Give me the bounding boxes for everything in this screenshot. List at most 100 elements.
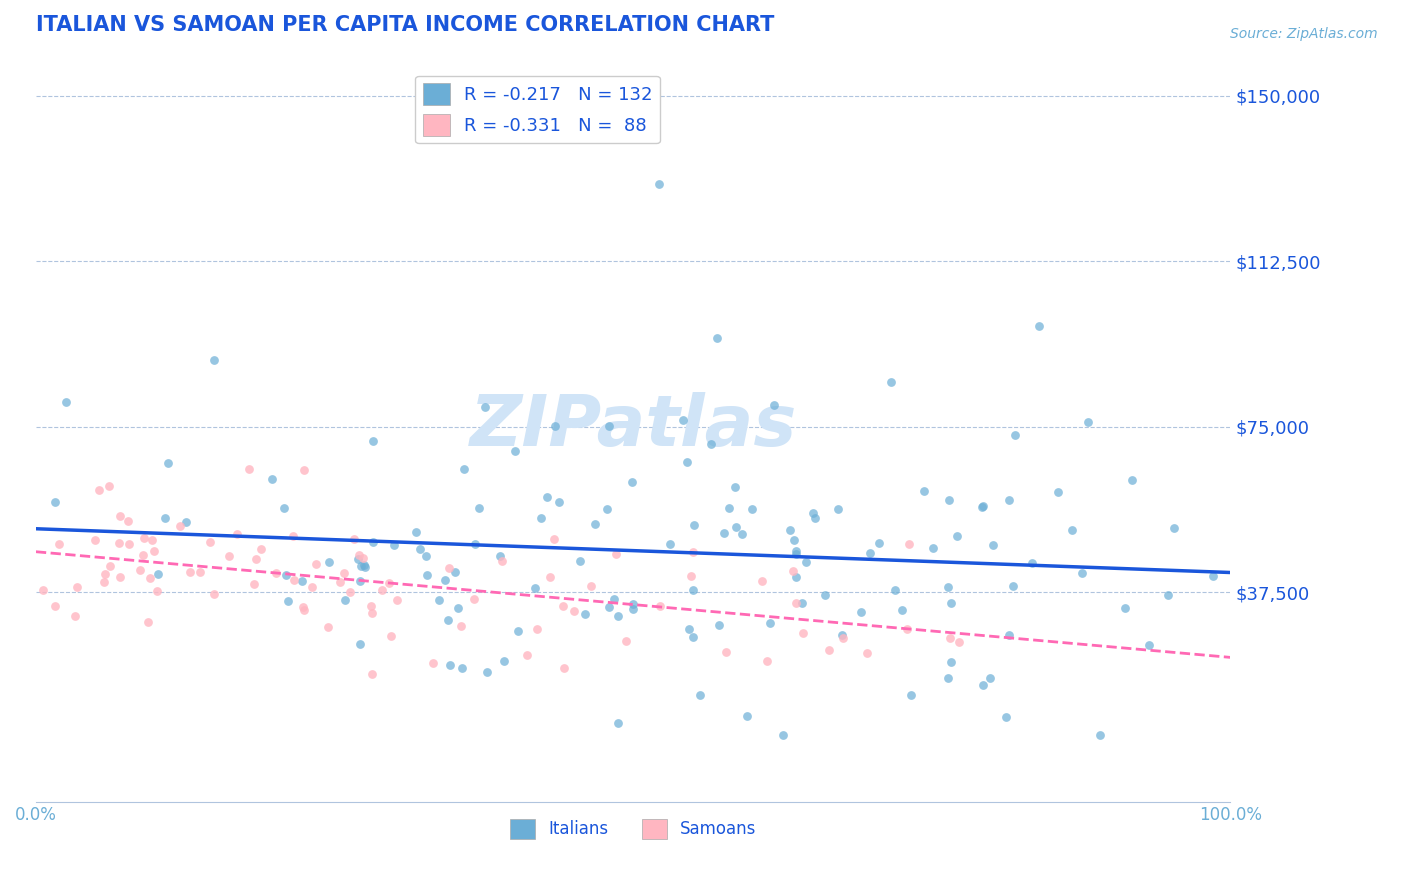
Point <box>360 666 382 681</box>
Point <box>467 501 489 516</box>
Point <box>260 472 283 486</box>
Point <box>751 574 773 589</box>
Point <box>553 661 575 675</box>
Point <box>706 331 728 345</box>
Point <box>700 437 723 451</box>
Point <box>772 728 794 742</box>
Text: ITALIAN VS SAMOAN PER CAPITA INCOME CORRELATION CHART: ITALIAN VS SAMOAN PER CAPITA INCOME CORR… <box>37 15 775 35</box>
Point <box>530 511 553 525</box>
Point <box>179 565 201 579</box>
Point <box>108 536 131 550</box>
Point <box>675 455 697 469</box>
Point <box>979 671 1001 685</box>
Point <box>801 506 824 520</box>
Point <box>405 525 427 540</box>
Point <box>785 596 807 610</box>
Point <box>880 375 903 389</box>
Point <box>55 395 77 409</box>
Point <box>939 632 962 646</box>
Point <box>605 547 627 561</box>
Point <box>132 548 155 562</box>
Point <box>427 593 450 607</box>
Point <box>475 665 498 680</box>
Point <box>349 637 371 651</box>
Point <box>678 622 700 636</box>
Point <box>569 554 592 568</box>
Point <box>301 580 323 594</box>
Point <box>523 581 546 595</box>
Point <box>318 620 340 634</box>
Point <box>98 558 121 573</box>
Point <box>148 567 170 582</box>
Point <box>329 575 352 590</box>
Point <box>226 527 249 541</box>
Point <box>936 580 959 594</box>
Point <box>762 398 785 412</box>
Point <box>707 617 730 632</box>
Point <box>912 483 935 498</box>
Point <box>606 608 628 623</box>
Point <box>981 538 1004 552</box>
Point <box>598 599 620 614</box>
Point <box>596 501 619 516</box>
Point <box>946 529 969 543</box>
Point <box>444 565 467 579</box>
Point <box>350 558 373 573</box>
Point <box>360 607 382 621</box>
Point <box>607 715 630 730</box>
Point <box>146 584 169 599</box>
Point <box>891 603 914 617</box>
Text: ZIPatlas: ZIPatlas <box>470 392 797 461</box>
Point <box>713 526 735 541</box>
Point <box>169 518 191 533</box>
Point <box>682 545 704 559</box>
Point <box>32 582 55 597</box>
Point <box>342 532 364 546</box>
Point <box>291 574 314 588</box>
Point <box>1121 473 1143 487</box>
Point <box>387 592 409 607</box>
Point <box>779 523 801 537</box>
Point <box>658 537 681 551</box>
Point <box>273 501 295 516</box>
Point <box>1137 638 1160 652</box>
Text: Source: ZipAtlas.com: Source: ZipAtlas.com <box>1230 27 1378 41</box>
Point <box>782 565 804 579</box>
Point <box>360 599 382 613</box>
Point <box>382 538 405 552</box>
Point <box>1028 319 1050 334</box>
Point <box>1201 569 1223 583</box>
Point <box>794 555 817 569</box>
Point <box>792 626 814 640</box>
Point <box>274 567 297 582</box>
Point <box>48 537 70 551</box>
Point <box>188 565 211 579</box>
Point <box>939 655 962 669</box>
Point <box>1021 556 1043 570</box>
Point <box>717 500 740 515</box>
Point <box>138 570 160 584</box>
Point <box>785 570 807 584</box>
Point <box>681 568 703 582</box>
Point <box>831 628 853 642</box>
Point <box>1004 428 1026 442</box>
Point <box>464 537 486 551</box>
Point <box>283 529 305 543</box>
Point <box>352 551 374 566</box>
Point <box>318 555 340 569</box>
Point <box>832 632 855 646</box>
Point <box>437 561 460 575</box>
Point <box>291 599 314 614</box>
Point <box>292 603 315 617</box>
Point <box>783 533 806 547</box>
Point <box>66 580 89 594</box>
Point <box>108 570 131 584</box>
Point <box>647 177 669 191</box>
Point <box>361 535 384 549</box>
Point <box>1047 484 1070 499</box>
Point <box>363 434 385 448</box>
Point <box>921 541 943 556</box>
Point <box>551 599 574 613</box>
Point <box>97 479 120 493</box>
Point <box>245 552 267 566</box>
